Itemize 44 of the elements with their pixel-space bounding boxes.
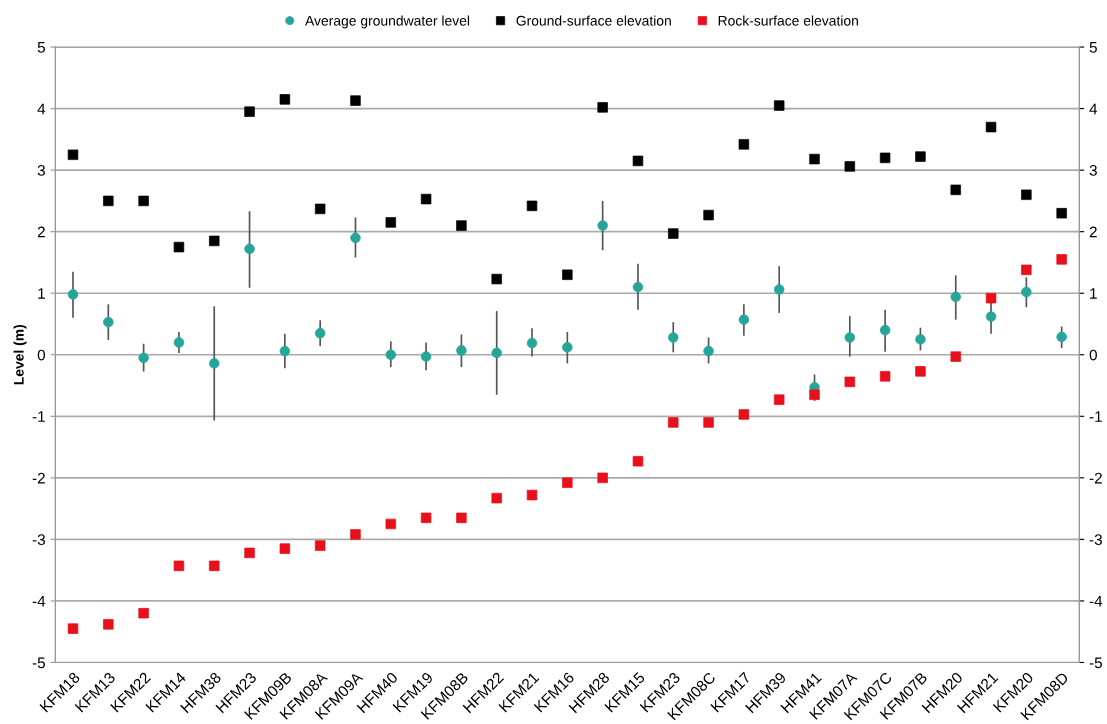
y-tick-label: 3 xyxy=(37,165,45,176)
y-tick-label: -3 xyxy=(32,534,45,546)
point xyxy=(491,273,502,285)
y-tick-label: 1 xyxy=(38,288,45,299)
y2-tick-label: -3 xyxy=(1089,534,1102,546)
point xyxy=(103,619,114,630)
y-tick-label: -1 xyxy=(32,411,45,422)
point xyxy=(526,200,538,212)
point xyxy=(1056,208,1067,219)
point xyxy=(597,472,608,484)
y2-tick-label: 4 xyxy=(1089,103,1098,115)
y-tick-label: -4 xyxy=(32,595,46,607)
y-tick-label: 4 xyxy=(37,103,46,115)
y-tick-label: 5 xyxy=(37,42,45,53)
point xyxy=(1021,264,1032,276)
point xyxy=(526,489,538,501)
point xyxy=(950,184,961,196)
legend-label: Rock-surface elevation xyxy=(718,15,858,26)
y-tick-label: -2 xyxy=(32,472,45,484)
y2-tick-label: -1 xyxy=(1089,411,1102,422)
point xyxy=(985,292,997,304)
y2-tick-label: -2 xyxy=(1089,472,1102,484)
y-tick-label: 2 xyxy=(37,226,45,238)
y2-tick-label: 5 xyxy=(1089,42,1097,53)
y-tick-label: 0 xyxy=(37,349,46,361)
y2-tick-label: 1 xyxy=(1090,288,1097,299)
point xyxy=(103,195,114,207)
point xyxy=(209,235,220,247)
y2-tick-label: 3 xyxy=(1089,165,1097,176)
y2-tick-label: -4 xyxy=(1089,595,1103,607)
legend-label: Ground-surface elevation xyxy=(516,15,671,26)
point xyxy=(632,456,644,467)
y2-tick-label: 2 xyxy=(1089,226,1097,238)
point xyxy=(491,492,502,504)
y2-tick-label: 0 xyxy=(1089,349,1097,361)
point xyxy=(173,241,185,253)
y-tick-label: -5 xyxy=(32,657,45,669)
point xyxy=(879,152,891,164)
y2-tick-label: -5 xyxy=(1089,657,1102,669)
y-axis-title: Level (m) xyxy=(13,324,27,385)
legend-label: Average groundwater level xyxy=(305,15,470,29)
point xyxy=(738,139,750,150)
point xyxy=(844,376,856,388)
point xyxy=(562,477,573,488)
